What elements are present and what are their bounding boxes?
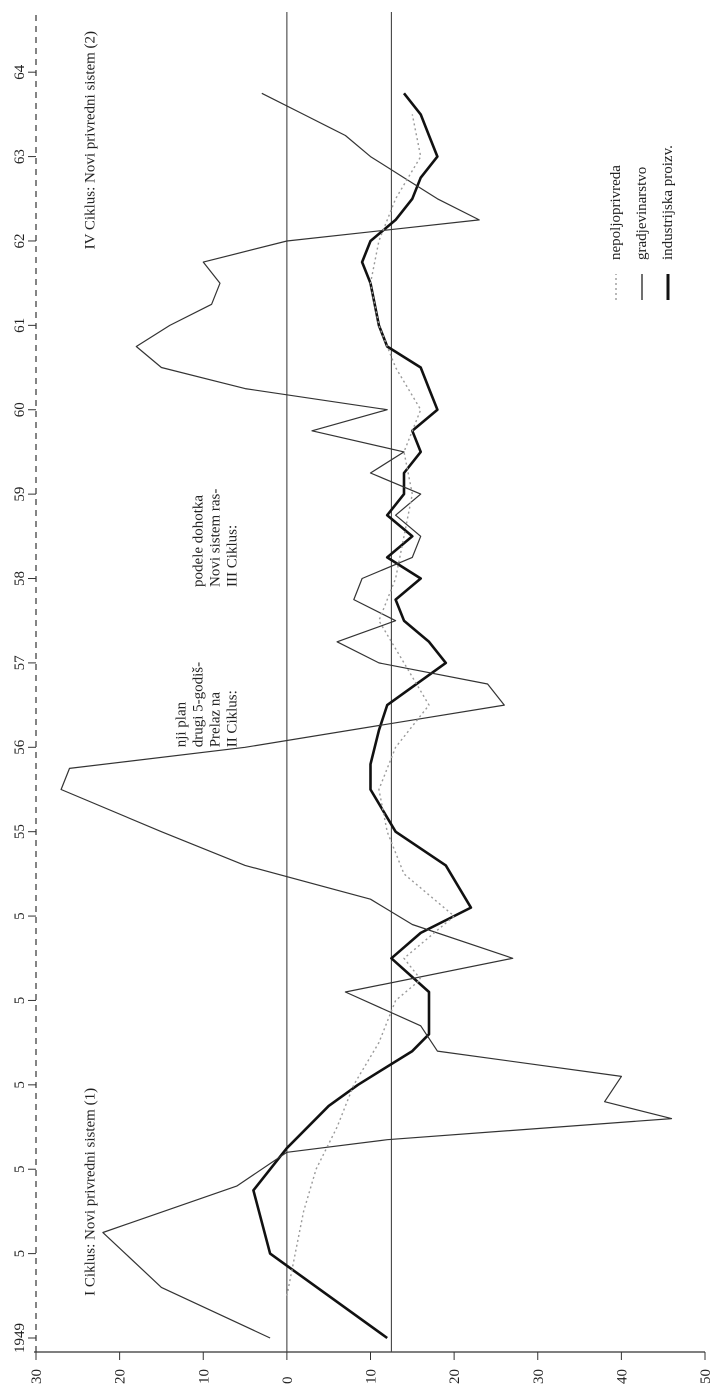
axes-layer: 5040302010010203019495555555565758596061… <box>12 12 710 1384</box>
value-tick-label: 30 <box>29 1369 45 1384</box>
cycle-annotation: IV Ciklus: Novi privredni sistem (2) <box>83 31 99 249</box>
value-tick-label: 30 <box>531 1369 547 1384</box>
series-line-2 <box>286 114 455 1296</box>
value-tick-label: 20 <box>113 1369 129 1384</box>
annotation-line: Prelaz na <box>208 692 224 748</box>
series-line-0 <box>252 92 473 1340</box>
year-tick-label: 64 <box>12 64 28 80</box>
year-tick-label: 57 <box>12 655 28 671</box>
year-tick-label: 62 <box>12 233 28 248</box>
value-tick-label: 10 <box>196 1369 212 1384</box>
value-tick-label: 40 <box>614 1369 630 1384</box>
annotation-line: Novi sistem ras- <box>208 489 224 587</box>
annotation-line: drugi 5-godiš- <box>191 662 207 747</box>
series-layer <box>60 92 673 1340</box>
year-tick-label: 5 <box>12 1081 28 1089</box>
annotation-line: IV Ciklus: Novi privredni sistem (2) <box>83 31 99 249</box>
annotation-line: II Ciklus: <box>225 690 241 747</box>
legend-label: gradjevinarstvo <box>634 167 650 260</box>
year-tick-label: 63 <box>12 149 28 164</box>
year-tick-label: 5 <box>12 1165 28 1173</box>
legend-label: industrijska proizv. <box>660 145 676 260</box>
cycle-annotation: III Ciklus:Novi sistem ras-podele dohotk… <box>191 489 241 587</box>
annotation-line: I Ciklus: Novi privredni sistem (1) <box>83 1088 99 1296</box>
year-tick-label: 55 <box>12 824 28 839</box>
value-tick-label: 0 <box>280 1377 296 1385</box>
value-tick-label: 10 <box>364 1369 380 1384</box>
legend-label: nepoljoprivreda <box>608 165 624 260</box>
year-tick-label: 60 <box>12 402 28 417</box>
annotations-layer: I Ciklus: Novi privredni sistem (1) II Ci… <box>83 31 241 1296</box>
year-tick-label: 1949 <box>12 1323 28 1353</box>
legend-item: gradjevinarstvo <box>634 167 650 300</box>
value-tick-label: 50 <box>698 1369 710 1384</box>
year-tick-label: 5 <box>12 1250 28 1258</box>
legend-item: nepoljoprivreda <box>608 165 624 300</box>
reference-lines <box>286 12 392 1352</box>
year-tick-label: 58 <box>12 571 28 586</box>
series-line-1 <box>60 92 673 1339</box>
legend: industrijska proizv. gradjevinarstvo nepol… <box>608 145 676 300</box>
annotation-line: podele dohotka <box>191 495 207 587</box>
legend-item: industrijska proizv. <box>660 145 676 300</box>
year-tick-label: 5 <box>12 997 28 1005</box>
value-tick-label: 20 <box>447 1369 463 1384</box>
year-tick-label: 59 <box>12 487 28 502</box>
year-tick-label: 56 <box>12 739 28 755</box>
annotation-line: nji plan <box>174 701 190 747</box>
year-tick-label: 5 <box>12 912 28 920</box>
cycle-annotation: I Ciklus: Novi privredni sistem (1) <box>83 1088 99 1296</box>
year-tick-label: 61 <box>12 318 28 333</box>
annotation-line: III Ciklus: <box>225 525 241 587</box>
